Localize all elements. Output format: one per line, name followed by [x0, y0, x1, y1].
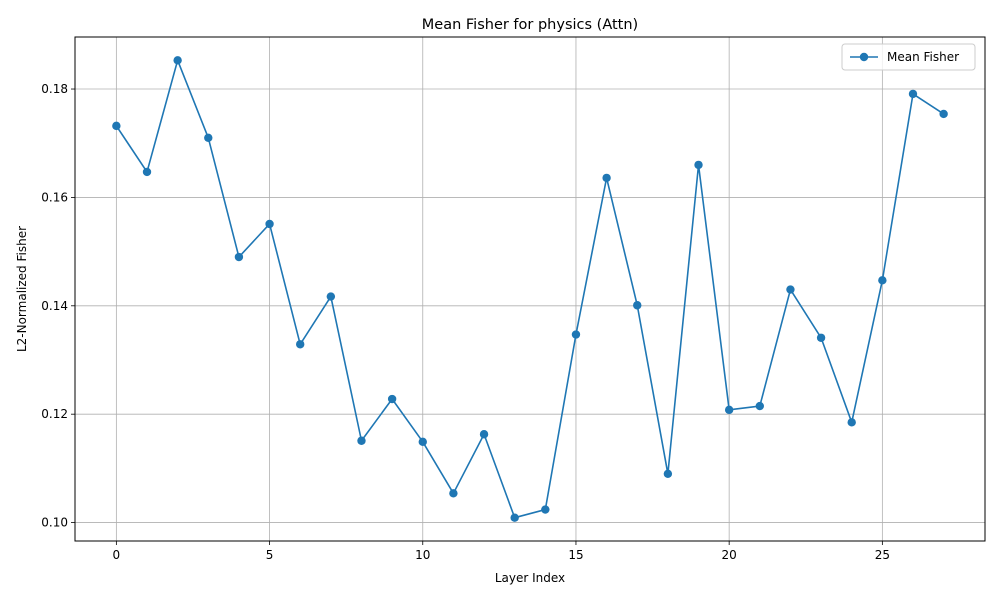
x-tick-label: 20	[722, 548, 737, 562]
x-axis-label: Layer Index	[495, 571, 565, 585]
data-point	[694, 160, 703, 170]
x-tick-label: 0	[113, 548, 121, 562]
y-tick-label: 0.18	[41, 82, 68, 96]
gridlines	[75, 37, 985, 541]
data-point	[510, 513, 519, 522]
data-point	[204, 133, 213, 142]
y-tick-label: 0.12	[41, 407, 68, 421]
data-point	[357, 436, 366, 445]
legend-box	[841, 43, 976, 71]
data-point	[663, 469, 673, 478]
axis-ticks: 0 5 10 15 20 25 0.10 0.12 0.14 0.16 0.18	[41, 82, 890, 562]
data-point	[173, 56, 182, 65]
series-line	[115, 59, 945, 519]
data-point	[816, 333, 826, 342]
y-axis-label: L2-Normalized Fisher	[15, 226, 29, 352]
legend: Mean Fisher	[841, 43, 976, 71]
data-point	[326, 292, 336, 301]
data-point	[449, 489, 458, 498]
data-point	[571, 330, 581, 339]
x-tick-label: 15	[568, 548, 583, 562]
data-point	[786, 285, 795, 294]
series-layer	[112, 56, 948, 522]
x-tick-label: 5	[266, 548, 274, 562]
data-point	[234, 252, 244, 262]
data-point	[142, 167, 152, 177]
data-point	[633, 301, 642, 310]
legend-label: Mean Fisher	[887, 50, 959, 64]
chart-title: Mean Fisher for physics (Attn)	[422, 17, 638, 33]
data-point	[265, 219, 274, 229]
y-tick-label: 0.16	[41, 190, 68, 204]
data-point	[602, 173, 611, 183]
x-tick-label: 10	[415, 548, 430, 562]
x-tick-label: 25	[875, 548, 890, 562]
data-point	[847, 418, 856, 427]
y-tick-label: 0.10	[41, 516, 68, 530]
data-point	[939, 109, 948, 119]
data-point	[755, 401, 764, 411]
data-point	[908, 89, 918, 99]
data-point	[296, 340, 305, 349]
data-point	[878, 276, 887, 285]
plot-area-frame	[74, 36, 986, 542]
y-tick-label: 0.14	[41, 299, 68, 313]
data-point	[387, 394, 397, 404]
data-point	[112, 121, 121, 131]
data-point	[479, 430, 489, 439]
data-point	[418, 437, 427, 447]
data-point	[724, 405, 734, 415]
data-point	[541, 505, 550, 514]
legend-marker	[859, 52, 869, 62]
